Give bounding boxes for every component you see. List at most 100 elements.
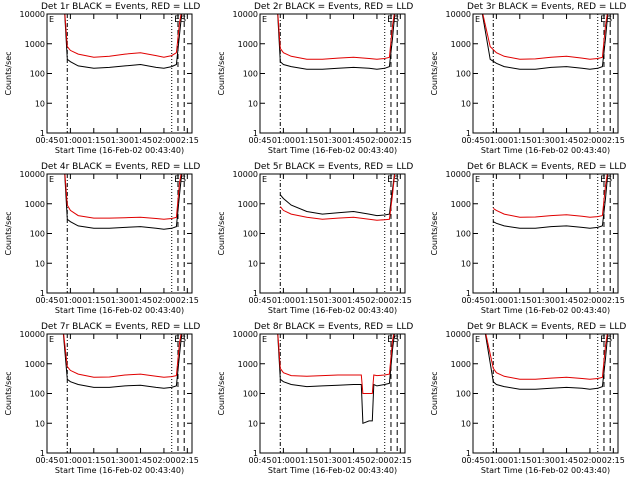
marker-label: E [600, 175, 606, 185]
y-tick-label: 10 [248, 259, 258, 268]
x-tick-label: 02:15 [176, 296, 199, 305]
marker-label: S [393, 175, 399, 185]
x-tick-label: 02:15 [176, 456, 199, 465]
x-axis-label: Start Time (16-Feb-02 00:43:40) [268, 306, 397, 315]
y-tick-label: 100 [243, 390, 258, 399]
y-tick-label: 1 [40, 289, 45, 298]
x-axis-label: Start Time (16-Feb-02 00:43:40) [268, 146, 397, 155]
panel-title: Det 5r BLACK = Events, RED = LLD [254, 162, 413, 172]
panel: Det 2r BLACK = Events, RED = LLD Start Ti… [217, 2, 413, 155]
x-tick-label: 02:00 [152, 136, 175, 145]
corner-label: E [475, 15, 480, 24]
x-tick-label: 01:15 [82, 456, 105, 465]
x-tick-label: 02:15 [602, 296, 625, 305]
y-tick-label: 10 [461, 259, 471, 268]
y-axis-label: Counts/sec [217, 211, 226, 255]
x-tick-label: 02:00 [365, 136, 388, 145]
x-tick-label: 00:45 [35, 296, 58, 305]
corner-label: E [262, 175, 267, 184]
x-tick-label: 01:00 [485, 136, 508, 145]
corner-label: E [262, 15, 267, 24]
x-tick-label: 01:30 [106, 136, 129, 145]
y-axis-label: Counts/sec [217, 51, 226, 95]
marker-label: E [174, 175, 180, 185]
y-tick-label: 100 [243, 70, 258, 79]
marker-label: S [393, 15, 399, 25]
x-tick-label: 02:00 [152, 296, 175, 305]
y-tick-label: 1000 [451, 200, 471, 209]
y-tick-label: 10000 [233, 170, 258, 179]
x-tick-label: 01:45 [342, 136, 365, 145]
x-tick-label: 01:45 [555, 456, 578, 465]
marker-label: E [387, 335, 393, 345]
plot-frame [259, 173, 406, 294]
x-tick-label: 01:00 [59, 136, 82, 145]
panel: Det 9r BLACK = Events, RED = LLD Start Ti… [430, 322, 626, 475]
y-tick-label: 10000 [20, 330, 45, 339]
series-line [64, 174, 183, 230]
x-tick-label: 02:00 [578, 456, 601, 465]
y-tick-label: 10000 [20, 10, 45, 19]
panel-title: Det 3r BLACK = Events, RED = LLD [467, 2, 626, 12]
x-tick-label: 02:15 [602, 456, 625, 465]
y-tick-label: 10000 [446, 10, 471, 19]
plot-frame [259, 13, 406, 134]
plot-frame [46, 173, 193, 294]
corner-label: E [49, 335, 54, 344]
y-tick-label: 10000 [20, 170, 45, 179]
y-tick-label: 1000 [238, 360, 258, 369]
series-line [484, 334, 609, 390]
panel-title: Det 9r BLACK = Events, RED = LLD [467, 322, 626, 332]
y-tick-label: 100 [456, 230, 471, 239]
plot-frame [472, 13, 619, 134]
y-tick-label: 100 [243, 230, 258, 239]
marker-label: S [606, 15, 612, 25]
x-tick-label: 02:00 [578, 296, 601, 305]
series-line [481, 14, 609, 70]
x-tick-label: 01:45 [555, 136, 578, 145]
x-tick-label: 01:15 [508, 136, 531, 145]
x-tick-label: 02:00 [578, 136, 601, 145]
marker-label: S [180, 335, 186, 345]
y-tick-label: 1 [40, 449, 45, 458]
x-tick-label: 01:30 [319, 456, 342, 465]
y-tick-label: 100 [30, 230, 45, 239]
series-line [493, 174, 609, 229]
marker-label: S [393, 335, 399, 345]
y-axis-label: Counts/sec [430, 51, 439, 95]
x-axis-label: Start Time (16-Feb-02 00:43:40) [55, 146, 184, 155]
x-tick-label: 01:45 [129, 136, 152, 145]
series-line [277, 14, 396, 70]
y-tick-label: 1000 [25, 40, 45, 49]
x-tick-label: 01:15 [295, 136, 318, 145]
x-tick-label: 01:00 [485, 296, 508, 305]
x-tick-label: 01:45 [129, 456, 152, 465]
x-tick-label: 01:00 [272, 456, 295, 465]
x-axis-label: Start Time (16-Feb-02 00:43:40) [268, 466, 397, 475]
series-line [62, 334, 183, 389]
y-tick-label: 10 [35, 259, 45, 268]
panel-title: Det 8r BLACK = Events, RED = LLD [254, 322, 413, 332]
x-tick-label: 01:00 [485, 456, 508, 465]
series-line [64, 14, 182, 58]
panel-title: Det 1r BLACK = Events, RED = LLD [41, 2, 200, 12]
y-tick-label: 10000 [233, 330, 258, 339]
marker-label: E [387, 15, 393, 25]
y-tick-label: 100 [30, 390, 45, 399]
y-tick-label: 10000 [446, 330, 471, 339]
panel: Det 6r BLACK = Events, RED = LLD Start Ti… [430, 162, 626, 315]
y-tick-label: 10000 [233, 10, 258, 19]
series-line [277, 334, 395, 394]
y-tick-label: 1000 [25, 360, 45, 369]
x-tick-label: 01:15 [295, 456, 318, 465]
y-tick-label: 100 [456, 390, 471, 399]
x-tick-label: 02:15 [176, 136, 199, 145]
plot-frame [472, 173, 619, 294]
corner-label: E [475, 175, 480, 184]
x-tick-label: 01:15 [508, 456, 531, 465]
panel-title: Det 2r BLACK = Events, RED = LLD [254, 2, 413, 12]
corner-label: E [475, 335, 480, 344]
x-tick-label: 01:30 [532, 136, 555, 145]
y-tick-label: 1 [466, 289, 471, 298]
